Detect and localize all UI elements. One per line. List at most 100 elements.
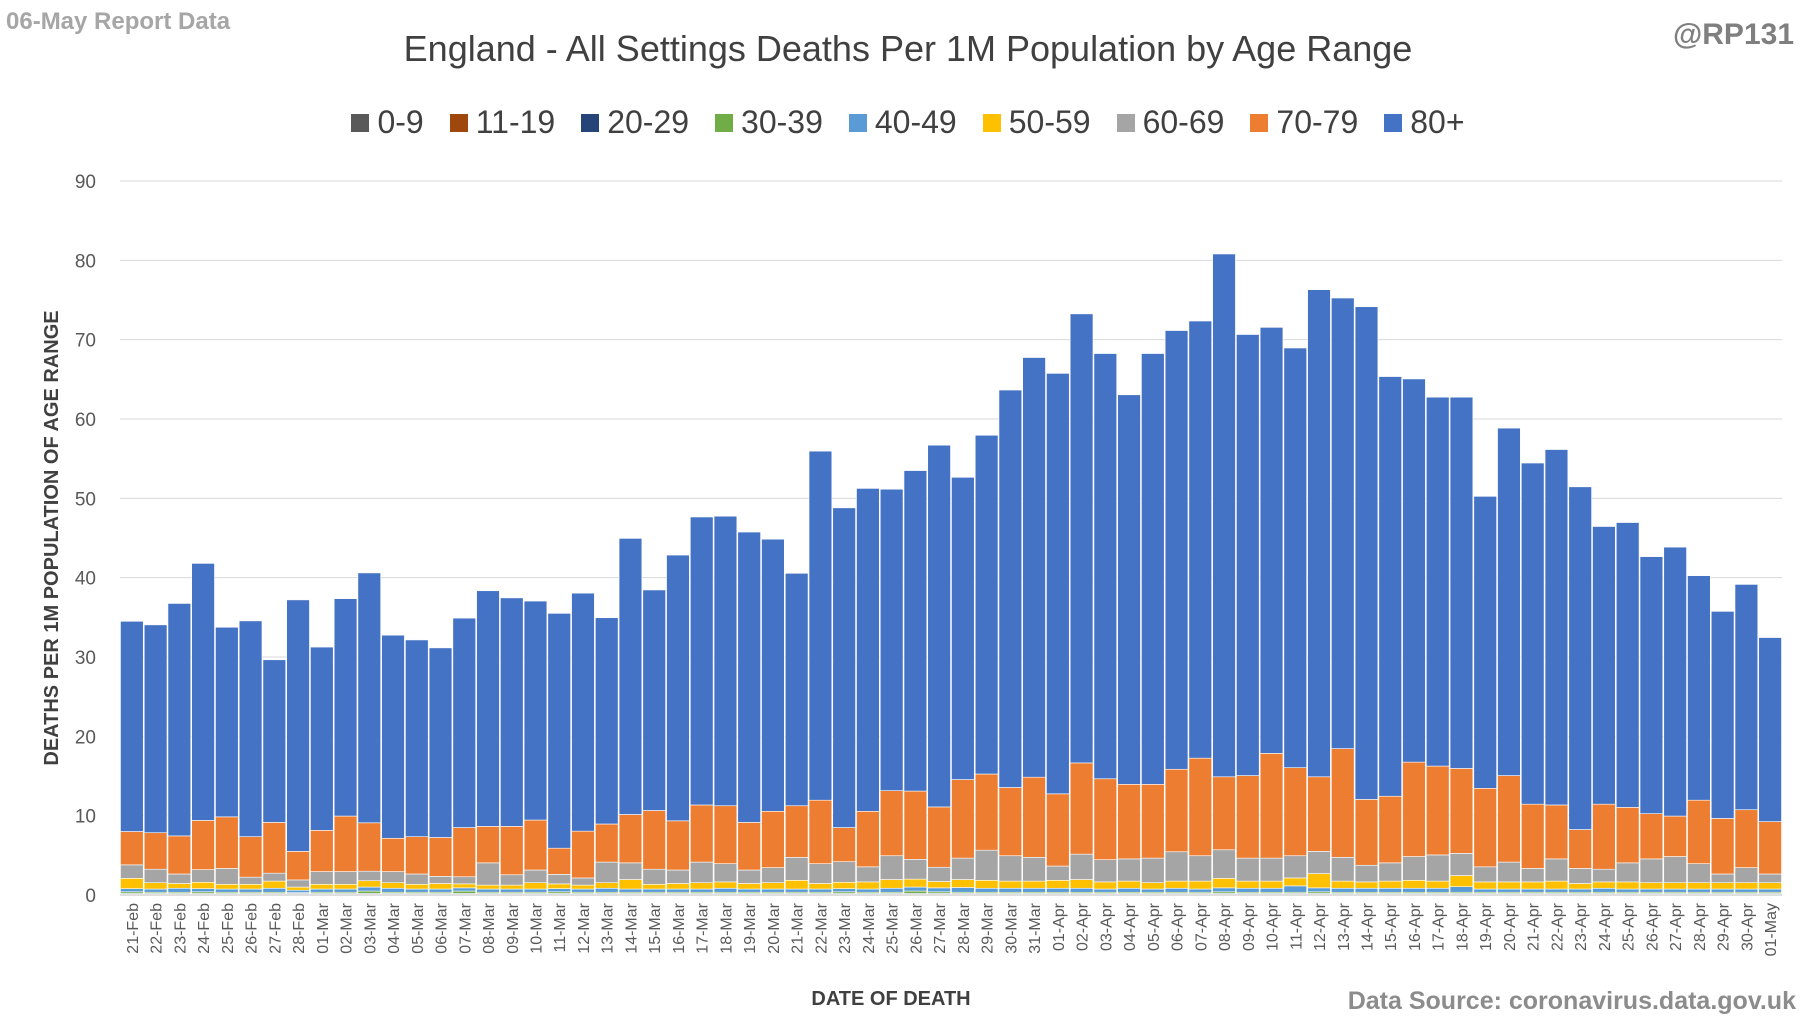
bar-segment (761, 882, 785, 890)
bar-segment (998, 389, 1023, 788)
bar-segment (262, 659, 287, 823)
bar-segment (1734, 867, 1759, 884)
bar-segment (405, 836, 429, 875)
x-tick-label: 23-Apr (1573, 902, 1590, 951)
bar-segment (547, 888, 571, 893)
bar-segment (713, 863, 738, 883)
bar-segment (523, 869, 548, 884)
bar-segment (1426, 887, 1450, 893)
bar-segment (1046, 865, 1070, 881)
bar-segment (120, 864, 144, 879)
bar-segment (879, 790, 904, 857)
bar-segment (1117, 784, 1141, 860)
bar-segment (974, 434, 999, 775)
bar-segment (1022, 887, 1046, 893)
bar-segment (1354, 799, 1379, 866)
x-tick-label: 26-Apr (1644, 902, 1661, 951)
bar-segment (879, 488, 904, 791)
bar-segment (1663, 856, 1687, 884)
bar-segment (428, 837, 453, 877)
bar-segment (1521, 868, 1545, 883)
bar-segment (381, 887, 405, 893)
bar-segment (1592, 887, 1616, 893)
bar-segment (1331, 297, 1355, 749)
bar-segment (523, 819, 548, 871)
bar-segment (951, 477, 975, 780)
bar-segment (1615, 888, 1640, 893)
bar-segment (1378, 795, 1402, 864)
bar-segment (310, 646, 334, 831)
bar-segment (571, 888, 595, 893)
bar-segment (381, 634, 405, 839)
bar-segment (784, 880, 809, 890)
bar-segment (903, 886, 928, 892)
bar-segment (1307, 289, 1331, 778)
bar-segment (1544, 449, 1569, 806)
legend-item-40-49: 40-49 (848, 104, 957, 141)
report-date-label: 06-May Report Data (6, 8, 231, 35)
bar-segment (642, 883, 666, 890)
bar-segment (262, 880, 287, 889)
bar-segment (333, 598, 358, 817)
bar-segment (1568, 883, 1592, 890)
bar-segment (1449, 853, 1474, 876)
bar-segment (238, 836, 263, 878)
x-tick-label: 14-Mar (623, 902, 640, 953)
bar-segment (357, 890, 381, 894)
bar-segment (286, 879, 310, 888)
x-tick-label: 20-Apr (1502, 902, 1519, 951)
y-tick-label: 60 (75, 410, 96, 431)
x-tick-label: 10-Apr (1265, 902, 1282, 951)
bar-segment (238, 883, 263, 890)
bar-segment (547, 613, 571, 849)
bar-segment (1497, 861, 1521, 883)
legend-swatch (1116, 113, 1135, 132)
legend-swatch (449, 113, 468, 132)
x-tick-label: 17-Apr (1431, 902, 1448, 951)
bar-segment (951, 887, 975, 893)
x-tick-label: 22-Mar (813, 902, 830, 953)
bar-segment (1663, 546, 1687, 817)
y-tick-label: 80 (75, 251, 96, 272)
bar-segment (1283, 855, 1307, 879)
bar-segment (1710, 873, 1735, 884)
bar-segment (1069, 887, 1094, 893)
bar-segment (974, 880, 999, 889)
bar-segment (1687, 575, 1711, 801)
bar-segment (523, 882, 548, 890)
x-tick-label: 25-Apr (1621, 902, 1638, 951)
bar-segment (1212, 887, 1236, 893)
bar-segment (452, 617, 476, 828)
bar-segment (832, 882, 856, 889)
bar-segment (1046, 880, 1070, 889)
bar-segment (1473, 866, 1497, 883)
x-tick-label: 05-Mar (410, 902, 427, 953)
x-tick-label: 25-Mar (885, 902, 902, 953)
x-tick-label: 01-May (1763, 903, 1780, 956)
x-tick-label: 23-Feb (172, 903, 189, 954)
bar-segment (1544, 880, 1569, 890)
bar-segment (1449, 886, 1474, 893)
bar-segment (143, 868, 168, 884)
bar-segment (1354, 864, 1379, 883)
bar-segment (191, 882, 215, 889)
x-tick-label: 12-Apr (1312, 902, 1329, 951)
bar-segment (1212, 253, 1236, 778)
bar-segment (903, 878, 928, 888)
bar-segment (666, 869, 690, 884)
bar-segment (1141, 888, 1165, 893)
bar-segment (1758, 637, 1782, 822)
bar-segment (333, 883, 358, 890)
bar-segment (1544, 888, 1569, 893)
bar-segment (1592, 868, 1616, 883)
bar-segment (1378, 887, 1402, 893)
bar-segment (357, 880, 381, 888)
bar-segment (500, 874, 524, 886)
bar-segment (333, 871, 358, 885)
bar-segment (1259, 753, 1284, 859)
bar-segment (215, 816, 239, 869)
bar-segment (903, 790, 928, 860)
legend-item-80+: 80+ (1384, 104, 1465, 141)
bar-segment (761, 867, 785, 884)
bar-segment (832, 507, 856, 828)
